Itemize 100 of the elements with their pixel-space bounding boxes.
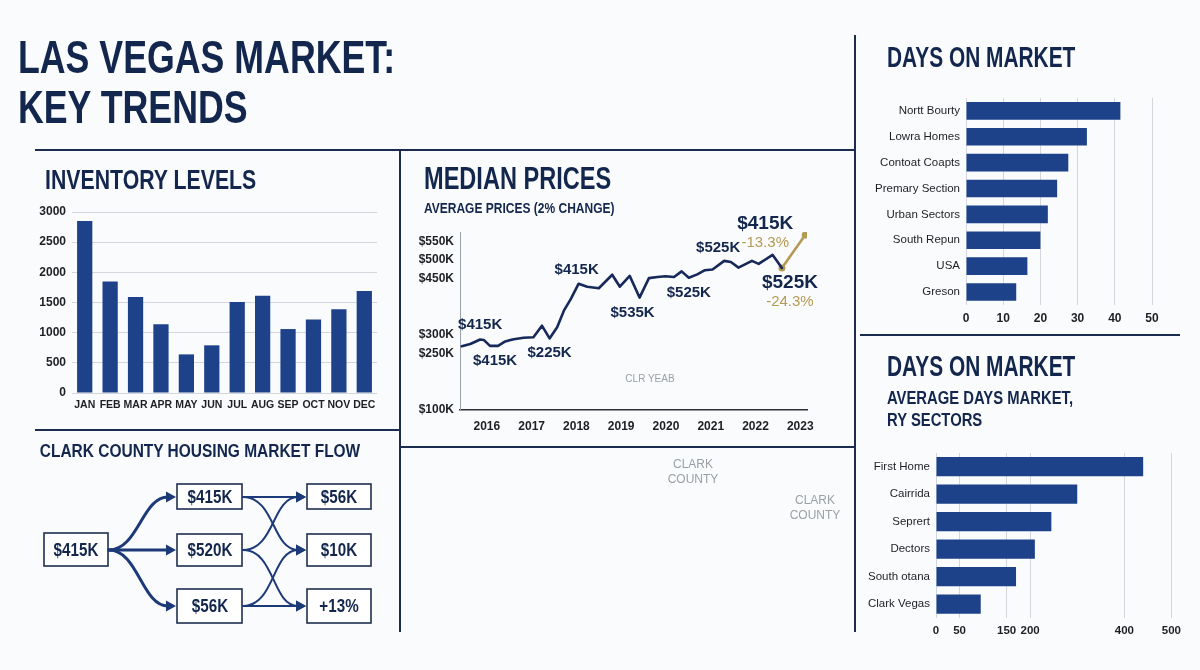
bar [966,179,1058,198]
y-tick-label: $450K [418,271,455,286]
y-tick-label: $550K [418,233,455,248]
chart-subtitle: AVERAGE DAYS MARKET, RY SECTORS [887,387,1074,431]
bar [102,281,118,393]
chart-title: DAYS ON MARKET [887,41,1076,73]
y-tick-label: Cairrida [889,487,931,500]
chart-title: MEDIAN PRICES [424,161,612,196]
y-tick-label: Clark Vegas [867,597,931,610]
x-tick-label: JUN [201,398,223,411]
y-tick-label: 1500 [39,294,67,309]
bar [936,484,1078,504]
annotation: $535K [610,302,655,320]
x-tick-label: 2018 [563,418,591,433]
annotation: $225K [527,342,572,360]
x-tick-label: 200 [1020,624,1040,637]
x-tick-label: DEC [353,398,376,411]
bar [280,329,296,393]
x-tick-label: 10 [996,310,1011,325]
bar [936,457,1144,477]
x-tick-label: SEP [277,398,299,411]
bar [77,221,93,393]
text: CLARK COUNTY HOUSING MARKET FLOW [39,441,361,461]
text: $56K [320,485,358,508]
text: $56K [191,595,228,617]
y-tick-label: 0 [59,385,67,400]
y-tick-label: Greson [922,285,960,298]
bar [966,127,1087,146]
y-tick-label: USA [936,259,961,272]
annotation: $415K [458,314,503,332]
y-tick-label: Seprert [892,514,931,527]
y-tick-label: Dectors [890,542,931,555]
x-tick-label: APR [149,398,173,411]
y-tick-label: 3000 [39,204,67,219]
x-tick-label: JUL [227,398,248,411]
annotation: $415K [554,259,599,277]
y-tick-label: Premary Section [874,181,960,194]
y-tick-label: $500K [418,252,455,267]
x-tick-label: JAN [74,398,96,411]
bar [966,257,1028,275]
x-tick-label: 2020 [652,418,680,433]
bar [966,153,1069,172]
bar [153,324,169,393]
bar [936,594,981,614]
x-tick-label: 2016 [473,418,501,433]
bar [127,297,144,393]
bar [936,539,1035,559]
x-tick-label: AUG [250,398,275,411]
bar [966,231,1041,250]
x-tick-label: MAY [175,398,198,411]
y-tick-label: Urban Sectors [886,207,961,220]
x-tick-label: 2021 [697,418,725,433]
chart-title: INVENTORY LEVELS [45,164,257,195]
bar [936,512,1052,532]
text: CLARK COUNTY [789,493,841,523]
y-tick-label: $300K [418,327,455,342]
x-tick-label: 400 [1114,624,1134,637]
x-tick-label: MAR [123,398,148,411]
x-tick-label: 2017 [518,418,546,433]
x-tick-label: 30 [1070,310,1085,325]
bar [178,354,194,393]
text: +13% [319,595,359,617]
text: LAS VEGAS MARKET: KEY TRENDS [18,30,396,133]
bar [305,319,322,393]
chart-title: DAYS ON MARKET [887,350,1076,382]
x-tick-label: 150 [997,624,1017,637]
x-tick-label: NOV [327,398,351,411]
y-tick-label: Lowra Homes [889,129,961,142]
bar [966,283,1017,301]
x-tick-label: 50 [953,624,966,637]
x-tick-label: FEB [99,398,122,411]
y-tick-label: 2000 [39,264,67,279]
x-tick-label: 500 [1161,624,1181,637]
y-tick-label: Nortt Bourty [898,104,961,117]
chart-subtitle: AVERAGE PRICES (2% CHANGE) [424,199,615,216]
bar [331,309,347,393]
y-tick-label: First Home [873,459,930,472]
text: CLARK COUNTY [667,457,719,487]
y-tick-label: South otana [867,569,931,582]
annotation: $525K [666,282,712,300]
bar [356,291,372,393]
y-tick-label: 2500 [39,234,67,249]
y-tick-label: 1000 [39,324,67,339]
bar [966,205,1048,224]
bar [229,301,245,393]
annotation: CLR YEAB [625,371,675,385]
x-tick-label: 2019 [607,418,635,433]
x-tick-label: 40 [1108,310,1122,325]
text: $415K [187,485,232,508]
y-tick-label: $250K [418,346,455,361]
bar [936,567,1017,587]
y-tick-label: $100K [418,402,455,417]
x-tick-label: 50 [1145,310,1159,325]
y-tick-label: South Repun [892,233,960,246]
text: $415K [53,538,99,561]
bar [966,102,1121,120]
bar [204,345,220,393]
x-tick-label: OCT [302,398,326,411]
y-tick-label: Contoat Coapts [880,155,961,168]
bar [255,295,271,393]
